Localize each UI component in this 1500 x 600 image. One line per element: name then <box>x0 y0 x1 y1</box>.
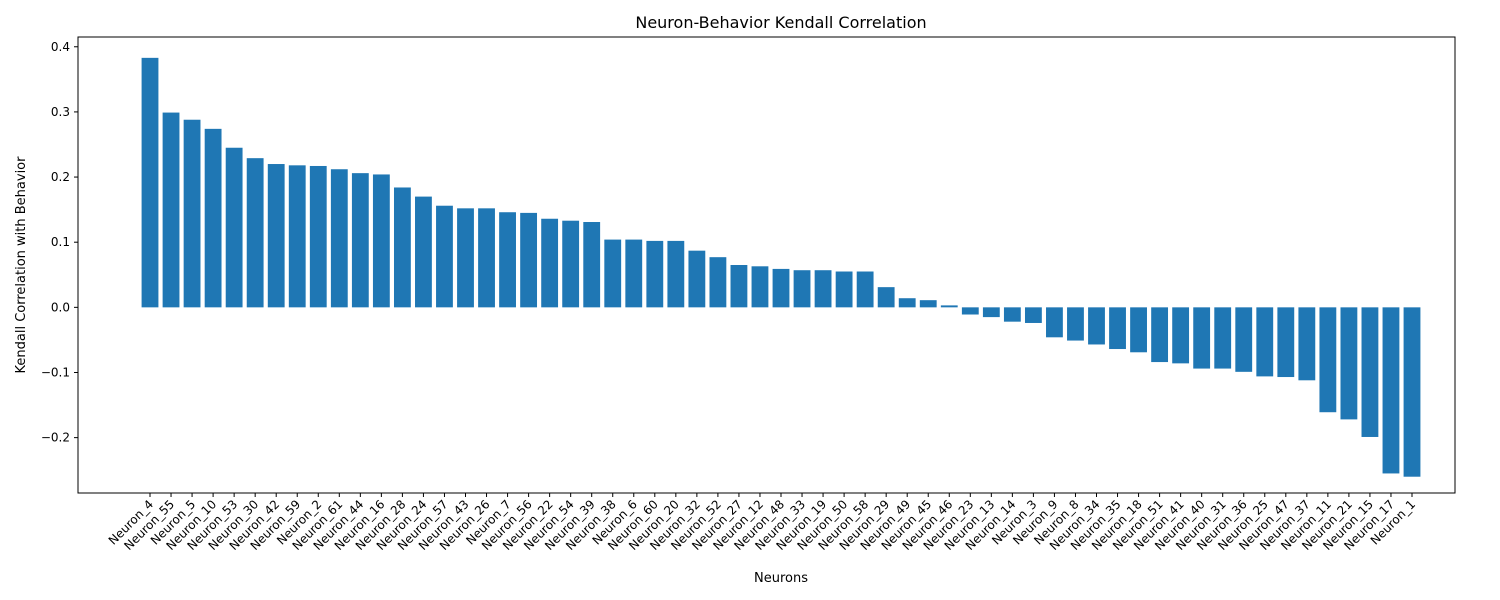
bar-neuron-31 <box>1214 307 1232 369</box>
y-tick-label: 0.2 <box>51 170 70 184</box>
bar-neuron-29 <box>877 287 895 308</box>
bar-neuron-23 <box>961 307 979 315</box>
bar-neuron-9 <box>1046 307 1063 338</box>
bar-neuron-17 <box>1382 307 1400 474</box>
bar-neuron-53 <box>225 147 243 308</box>
bar-neuron-2 <box>309 165 327 308</box>
bar-neuron-4 <box>141 57 159 308</box>
bar-neuron-7 <box>499 212 516 308</box>
y-axis: −0.2 −0.1 0.0 0.1 0.2 0.3 0.4 <box>41 40 78 445</box>
bar-neuron-24 <box>415 196 432 308</box>
bar-neuron-10 <box>204 128 222 308</box>
bar-neuron-1 <box>1403 307 1421 477</box>
bar-neuron-48 <box>772 268 790 308</box>
y-axis-label: Kendall Correlation with Behavior <box>14 156 29 374</box>
bar-neuron-60 <box>646 240 664 308</box>
y-tick-label: 0.0 <box>51 300 70 314</box>
y-tick-label: −0.2 <box>41 431 70 445</box>
bar-neuron-34 <box>1088 307 1105 345</box>
bar-neuron-41 <box>1172 307 1190 364</box>
bar-neuron-49 <box>898 298 916 308</box>
bar-neuron-50 <box>835 271 853 308</box>
chart-title: Neuron-Behavior Kendall Correlation <box>635 13 926 32</box>
bar-neuron-39 <box>583 222 601 308</box>
bar-neuron-38 <box>604 239 622 308</box>
bar-neuron-44 <box>351 173 369 308</box>
bar-neuron-22 <box>541 218 559 308</box>
y-tick-label: 0.1 <box>51 235 70 249</box>
bar-neuron-61 <box>330 169 348 308</box>
bar-neuron-21 <box>1340 307 1358 420</box>
bar-neuron-16 <box>372 174 390 308</box>
bar-neuron-52 <box>709 257 727 308</box>
x-axis-label: Neurons <box>754 571 808 586</box>
bar-neuron-55 <box>162 112 180 308</box>
y-tick-label: −0.1 <box>41 366 70 380</box>
plot-frame <box>77 36 1456 494</box>
bar-neuron-3 <box>1024 307 1042 323</box>
bar-neuron-40 <box>1193 307 1211 369</box>
bar-neuron-20 <box>667 240 685 308</box>
bar-neuron-54 <box>562 220 580 308</box>
bar-neuron-32 <box>688 250 706 308</box>
x-axis: Neuron_4Neuron_55Neuron_5Neuron_10Neuron… <box>106 493 1418 553</box>
bar-neuron-14 <box>1003 307 1021 322</box>
bar-neuron-12 <box>751 266 769 308</box>
y-tick-label: 0.4 <box>51 40 70 54</box>
bar-neuron-13 <box>982 307 1000 318</box>
bar-neuron-27 <box>730 265 748 308</box>
bar-neuron-45 <box>919 300 937 308</box>
bar-neuron-37 <box>1298 307 1316 381</box>
bar-neuron-19 <box>814 270 832 308</box>
bar-neuron-47 <box>1277 307 1295 378</box>
bar-neuron-25 <box>1256 307 1274 377</box>
bar-neuron-46 <box>940 305 958 308</box>
bar-neuron-57 <box>436 205 453 308</box>
bars-group <box>141 57 1421 477</box>
bar-neuron-59 <box>288 165 306 308</box>
bar-neuron-28 <box>393 187 411 308</box>
bar-neuron-8 <box>1067 307 1084 341</box>
bar-neuron-15 <box>1361 307 1379 437</box>
bar-neuron-36 <box>1235 307 1253 372</box>
bar-neuron-11 <box>1319 307 1337 413</box>
bar-neuron-56 <box>520 212 538 308</box>
y-tick-label: 0.3 <box>51 105 70 119</box>
bar-neuron-30 <box>246 158 264 308</box>
bar-neuron-6 <box>625 239 643 308</box>
bar-neuron-5 <box>183 119 201 308</box>
bar-neuron-43 <box>457 208 474 308</box>
bar-neuron-26 <box>478 208 495 308</box>
bar-neuron-58 <box>856 271 874 308</box>
bar-neuron-51 <box>1151 307 1169 363</box>
bar-neuron-18 <box>1130 307 1147 353</box>
bar-neuron-42 <box>267 164 285 308</box>
bar-neuron-35 <box>1109 307 1126 350</box>
bar-neuron-33 <box>793 270 811 308</box>
